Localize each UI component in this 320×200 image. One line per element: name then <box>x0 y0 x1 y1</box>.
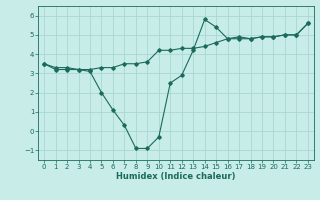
X-axis label: Humidex (Indice chaleur): Humidex (Indice chaleur) <box>116 172 236 181</box>
